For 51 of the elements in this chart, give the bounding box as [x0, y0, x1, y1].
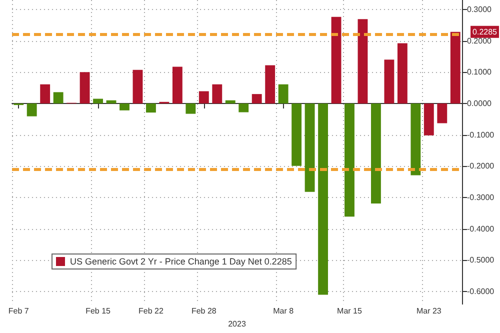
bar [397, 43, 408, 104]
bar [318, 103, 328, 295]
bar [331, 16, 342, 104]
bar [252, 94, 262, 104]
bar [225, 100, 236, 104]
x-tick-label: Mar 8 [273, 306, 294, 316]
bar [265, 65, 276, 104]
bar [80, 72, 90, 104]
y-tick-label: 0.3000 [467, 4, 492, 14]
bar [304, 103, 315, 192]
y-tick-label: 0.0000 [467, 98, 492, 108]
bar [198, 91, 209, 104]
y-tick-label: 0.1000 [467, 68, 492, 77]
text: 0.2285 [472, 27, 498, 36]
bar [238, 103, 249, 112]
bar [437, 103, 448, 124]
y-tick-label: 0.2000 [467, 36, 492, 46]
bar [132, 70, 143, 104]
bar [292, 103, 302, 166]
x-tick-label: Feb 7 [8, 306, 30, 316]
bar [186, 103, 196, 114]
bar [146, 103, 156, 113]
bar [106, 100, 116, 104]
bar [26, 103, 37, 116]
bar [53, 92, 64, 104]
y-tick-label: -0.3000 [467, 193, 495, 202]
y-tick-label: -0.5000 [467, 256, 495, 265]
legend-label: US Generic Govt 2 Yr - Price Change 1 Day Net 0.2285 [70, 256, 292, 266]
bar [172, 66, 182, 104]
bar [344, 103, 354, 217]
y-tick-label: -0.4000 [467, 224, 495, 234]
bar [384, 60, 394, 104]
x-axis-title: 2023 [228, 320, 246, 328]
x-tick-label: Mar 23 [416, 306, 442, 316]
bar [120, 103, 130, 110]
bar [424, 103, 434, 136]
x-tick-label: Feb 15 [86, 306, 112, 316]
x-tick-label: Feb 22 [138, 306, 164, 316]
bar [450, 32, 460, 104]
bar [93, 98, 103, 104]
bar [358, 19, 368, 104]
bar [40, 84, 50, 104]
y-tick-label: -0.2000 [467, 162, 495, 171]
bar [410, 103, 421, 176]
bar [371, 103, 381, 204]
y-tick-label: -0.1000 [467, 130, 495, 140]
x-tick-label: Feb 28 [191, 306, 217, 316]
y-tick-label: -0.6000 [467, 287, 495, 296]
x-tick-label: Mar 15 [337, 306, 362, 316]
bar [278, 84, 288, 104]
bar [212, 84, 222, 104]
